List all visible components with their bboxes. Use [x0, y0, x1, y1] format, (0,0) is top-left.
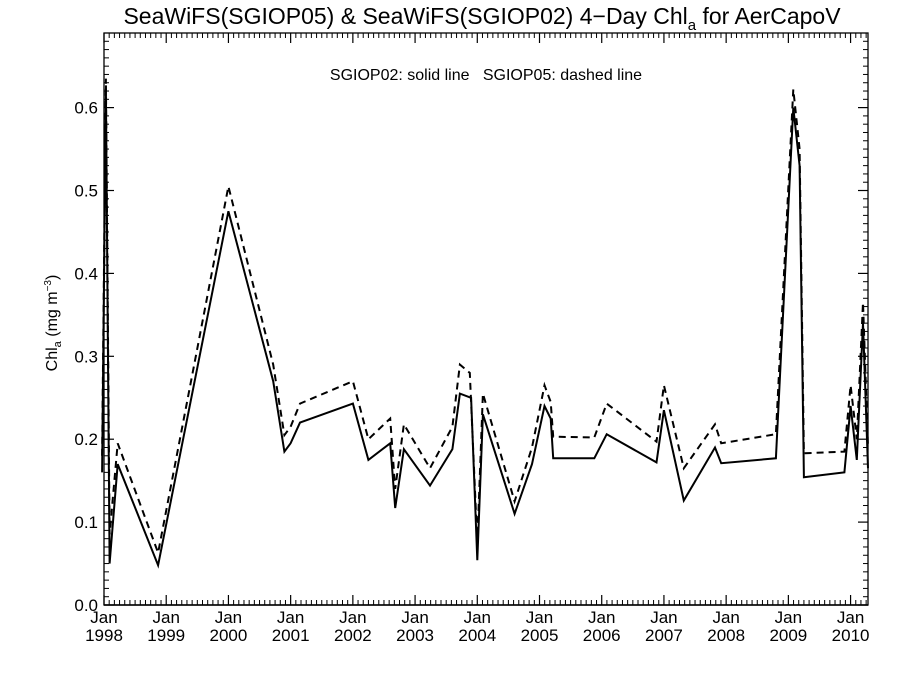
x-tick-label-year: 2006 — [583, 626, 621, 645]
x-tick-label-month: Jan — [153, 608, 180, 627]
series-line-sgiop05 — [101, 78, 869, 557]
x-tick-label-year: 2001 — [272, 626, 310, 645]
x-tick-label-month: Jan — [90, 608, 117, 627]
y-tick-label: 0.3 — [74, 347, 98, 366]
x-tick-label-month: Jan — [339, 608, 366, 627]
x-tick-label-month: Jan — [837, 608, 864, 627]
major-ticks — [103, 33, 868, 606]
x-tick-label-month: Jan — [775, 608, 802, 627]
y-tick-label: 0.5 — [74, 182, 98, 201]
y-axis-label-close: ) — [44, 275, 61, 280]
x-tick-label-month: Jan — [464, 608, 491, 627]
series-lines — [101, 78, 869, 569]
chart-title: SeaWiFS(SGIOP05) & SeaWiFS(SGIOP02) 4−Da… — [123, 3, 841, 34]
x-tick-label-month: Jan — [712, 608, 739, 627]
x-tick-labels: Jan1998Jan1999Jan2000Jan2001Jan2002Jan20… — [85, 608, 869, 645]
y-tick-label: 0.0 — [74, 596, 98, 615]
y-axis-label-subscript: a — [52, 340, 64, 347]
y-tick-label: 0.1 — [74, 513, 98, 532]
x-tick-label-year: 1998 — [85, 626, 123, 645]
x-tick-label-month: Jan — [215, 608, 242, 627]
x-tick-label-year: 2004 — [458, 626, 496, 645]
x-tick-label-year: 2010 — [832, 626, 870, 645]
x-tick-label-year: 2005 — [521, 626, 559, 645]
y-axis-label: Chla (mg m−3) — [43, 275, 64, 372]
minor-ticks — [104, 33, 868, 605]
x-tick-label-month: Jan — [277, 608, 304, 627]
x-tick-label-year: 2008 — [707, 626, 745, 645]
x-tick-label-year: 2007 — [645, 626, 683, 645]
x-tick-label-year: 2000 — [210, 626, 248, 645]
y-tick-label: 0.2 — [74, 430, 98, 449]
chart-subtitle: SGIOP02: solid line SGIOP05: dashed line — [330, 67, 642, 84]
plot-frame — [103, 32, 869, 606]
x-tick-label-month: Jan — [650, 608, 677, 627]
y-axis-label-text: Chl — [44, 347, 61, 371]
x-tick-label-year: 2003 — [396, 626, 434, 645]
x-tick-label-year: 2002 — [334, 626, 372, 645]
x-tick-label-year: 2009 — [769, 626, 807, 645]
series-line-sgiop02 — [101, 90, 869, 569]
chart-title-text: SeaWiFS(SGIOP05) & SeaWiFS(SGIOP02) 4−Da… — [123, 3, 687, 29]
y-tick-label: 0.4 — [74, 264, 98, 283]
y-axis-label-superscript: −3 — [43, 280, 54, 292]
chart-title-subscript: a — [688, 17, 697, 34]
x-tick-label-month: Jan — [588, 608, 615, 627]
y-tick-label: 0.6 — [74, 99, 98, 118]
chart-title-suffix: for AerCapoV — [696, 3, 841, 29]
x-tick-label-year: 1999 — [147, 626, 185, 645]
y-tick-labels: 0.0 0.1 0.2 0.3 0.4 0.5 0.6 — [74, 99, 98, 615]
x-tick-label-month: Jan — [526, 608, 553, 627]
x-tick-label-month: Jan — [401, 608, 428, 627]
y-axis-label-unit: (mg m — [44, 291, 61, 341]
